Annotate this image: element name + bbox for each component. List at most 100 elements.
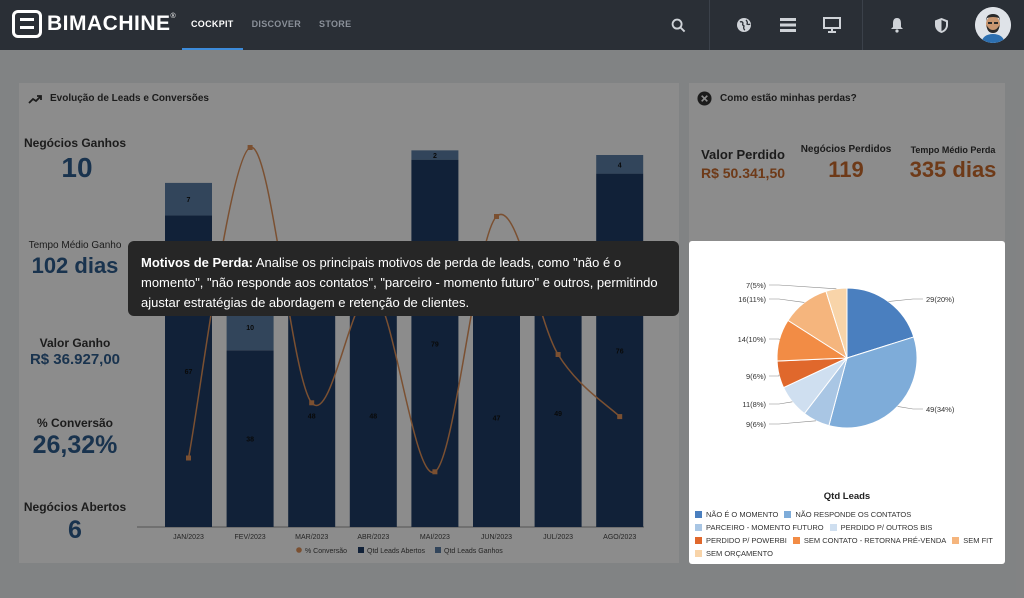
- legend-item[interactable]: SEM CONTATO - RETORNA PRÉ-VENDA: [792, 536, 947, 545]
- x-tick-label: MAI/2023: [420, 534, 450, 541]
- conversion-point: [186, 455, 191, 461]
- legend-item[interactable]: PARCEIRO - MOMENTO FUTURO: [695, 523, 824, 532]
- legend-item[interactable]: PERDIDO P/ OUTROS BIS: [829, 523, 932, 532]
- legend-item[interactable]: NÃO É O MOMENTO: [695, 510, 778, 519]
- bar-open: [349, 303, 397, 527]
- pie-leader-line: [769, 284, 837, 290]
- bar-won-label: 2: [433, 153, 437, 160]
- pie-chart-title: Qtd Leads: [823, 491, 871, 502]
- leads-panel-title: Evolução de Leads e Conversões: [50, 93, 209, 104]
- search-icon[interactable]: [664, 0, 692, 50]
- shield-icon[interactable]: [928, 0, 954, 50]
- legend-row: PERDIDO P/ POWERBI SEM CONTATO - RETORNA …: [695, 534, 1005, 547]
- legend-swatch: [952, 537, 960, 544]
- loss-reasons-pie-panel[interactable]: 29(20%) 49(34%) 9(6%) 11(8%) 9(6%) 14(10%) 16(…: [689, 241, 1005, 564]
- bar-open-label: 76: [616, 348, 624, 355]
- notifications-bell-icon[interactable]: [884, 0, 910, 50]
- leads-evolution-panel: Evolução de Leads e Conversões Negócios …: [19, 83, 679, 563]
- kpi-lost-value-value: R$ 50.341,50: [700, 165, 786, 181]
- legend-item[interactable]: NÃO RESPONDE OS CONTATOS: [784, 510, 911, 519]
- pie-slice-label: 9(6%): [746, 372, 767, 381]
- legend-swatch: [792, 537, 800, 544]
- x-tick-label: JAN/2023: [173, 534, 204, 541]
- pie-leader-line: [769, 298, 805, 303]
- bar-open: [226, 350, 274, 527]
- brand-name: BIMACHINE: [47, 12, 171, 35]
- kpi-avg-lost-time-label: Tempo Médio Perda: [910, 145, 996, 155]
- conversion-point: [494, 214, 499, 219]
- bar-won-label: 4: [618, 162, 622, 169]
- legend-item[interactable]: SEM FIT: [952, 536, 993, 545]
- legend-item[interactable]: PERDIDO P/ POWERBI: [695, 536, 787, 545]
- kpi-won-deals-value: 10: [61, 152, 93, 183]
- legend-row: SEM ORÇAMENTO: [695, 547, 1005, 560]
- list-icon[interactable]: [775, 0, 801, 50]
- pie-leader-line: [769, 401, 793, 405]
- globe-icon[interactable]: [731, 0, 757, 50]
- bar-won: [165, 182, 212, 216]
- brand-logo[interactable]: BIMACHINE ®: [12, 10, 176, 38]
- x-tick-label: ABR/2023: [357, 534, 389, 541]
- pie-slice-label: 49(34%): [926, 405, 955, 414]
- pie-slice-label: 29(20%): [926, 295, 955, 304]
- legend-swatch: [695, 511, 702, 518]
- legend-label: SEM CONTATO - RETORNA PRÉ-VENDA: [803, 536, 947, 545]
- legend-swatch: [435, 547, 441, 553]
- legend-swatch: [695, 537, 702, 544]
- tooltip-text: Analise os principais motivos de perda d…: [141, 255, 658, 310]
- bar-open-label: 38: [246, 437, 254, 444]
- bar-open: [288, 303, 336, 527]
- kpi-lost-deals-label: Negócios Perdidos: [800, 144, 892, 155]
- bar-open: [596, 173, 644, 527]
- x-tick-label: FEV/2023: [235, 534, 266, 541]
- legend-label: PARCEIRO - MOMENTO FUTURO: [706, 523, 824, 532]
- legend-label: % Conversão: [305, 548, 347, 555]
- x-tick-label: JUL/2023: [543, 534, 573, 541]
- kpi-won-value-label: Valor Ganho: [39, 336, 111, 350]
- presentation-icon[interactable]: [818, 0, 846, 50]
- logo-mark-icon: [12, 10, 42, 38]
- bar-open-label: 47: [493, 416, 501, 423]
- leads-bar-line-chart: 767JAN/20231038FEV/202348MAR/202348ABR/2…: [137, 145, 644, 555]
- pie-slice-label: 9(6%): [746, 420, 767, 429]
- conversion-point: [432, 469, 438, 475]
- pie-slice-label: 14(10%): [738, 335, 767, 344]
- legend-label: Qtd Leads Ganhos: [444, 548, 503, 555]
- kpi-avg-won-time-value: 102 dias: [31, 253, 119, 278]
- bar-won: [596, 155, 644, 174]
- x-tick-label: AGO/2023: [603, 534, 636, 541]
- tab-store[interactable]: STORE: [319, 19, 352, 29]
- kpi-avg-won-time-label: Tempo Médio Ganho: [28, 240, 122, 251]
- legend-row: PARCEIRO - MOMENTO FUTURO PERDIDO P/ OUTR…: [695, 521, 1005, 534]
- x-tick-label: JUN/2023: [481, 534, 512, 541]
- tab-cockpit[interactable]: COCKPIT: [182, 0, 243, 50]
- brand-trademark: ®: [170, 12, 176, 20]
- loss-reasons-pie-chart: 29(20%) 49(34%) 9(6%) 11(8%) 9(6%) 14(10%) 16(…: [738, 281, 955, 429]
- conversion-point: [309, 400, 315, 406]
- kpi-conversion-label: % Conversão: [36, 416, 114, 430]
- bar-open-label: 48: [308, 413, 316, 420]
- pie-slice-label: 16(11%): [738, 295, 766, 304]
- pie-slice: [828, 336, 918, 429]
- legend-label: NÃO É O MOMENTO: [706, 510, 779, 519]
- bar-open: [534, 299, 582, 527]
- close-circle-icon: [697, 91, 712, 106]
- pie-legend: NÃO É O MOMENTO NÃO RESPONDE OS CONTATOS P…: [695, 508, 1005, 560]
- legend-item[interactable]: SEM ORÇAMENTO: [695, 549, 773, 558]
- kpi-avg-lost-time-value: 335 dias: [909, 157, 997, 182]
- x-tick-label: MAR/2023: [295, 534, 328, 541]
- bar-open-label: 67: [185, 369, 193, 376]
- pie-leader-line: [888, 298, 923, 302]
- bar-won-label: 7: [187, 197, 191, 204]
- legend-row: NÃO É O MOMENTO NÃO RESPONDE OS CONTATOS: [695, 508, 1005, 521]
- top-bar: BIMACHINE ® COCKPIT DISCOVER STORE: [0, 0, 1024, 50]
- user-avatar[interactable]: [975, 7, 1011, 43]
- main-nav: COCKPIT DISCOVER STORE: [182, 0, 360, 50]
- tab-discover[interactable]: DISCOVER: [251, 19, 302, 29]
- kpi-open-deals-label: Negócios Abertos: [23, 500, 127, 514]
- pie-slice-label: 7(5%): [746, 281, 767, 290]
- bar-open-label: 79: [431, 341, 439, 348]
- losses-panel-title: Como estão minhas perdas?: [720, 93, 857, 104]
- tooltip-heading: Motivos de Perda:: [141, 255, 253, 270]
- bar-won: [411, 150, 459, 160]
